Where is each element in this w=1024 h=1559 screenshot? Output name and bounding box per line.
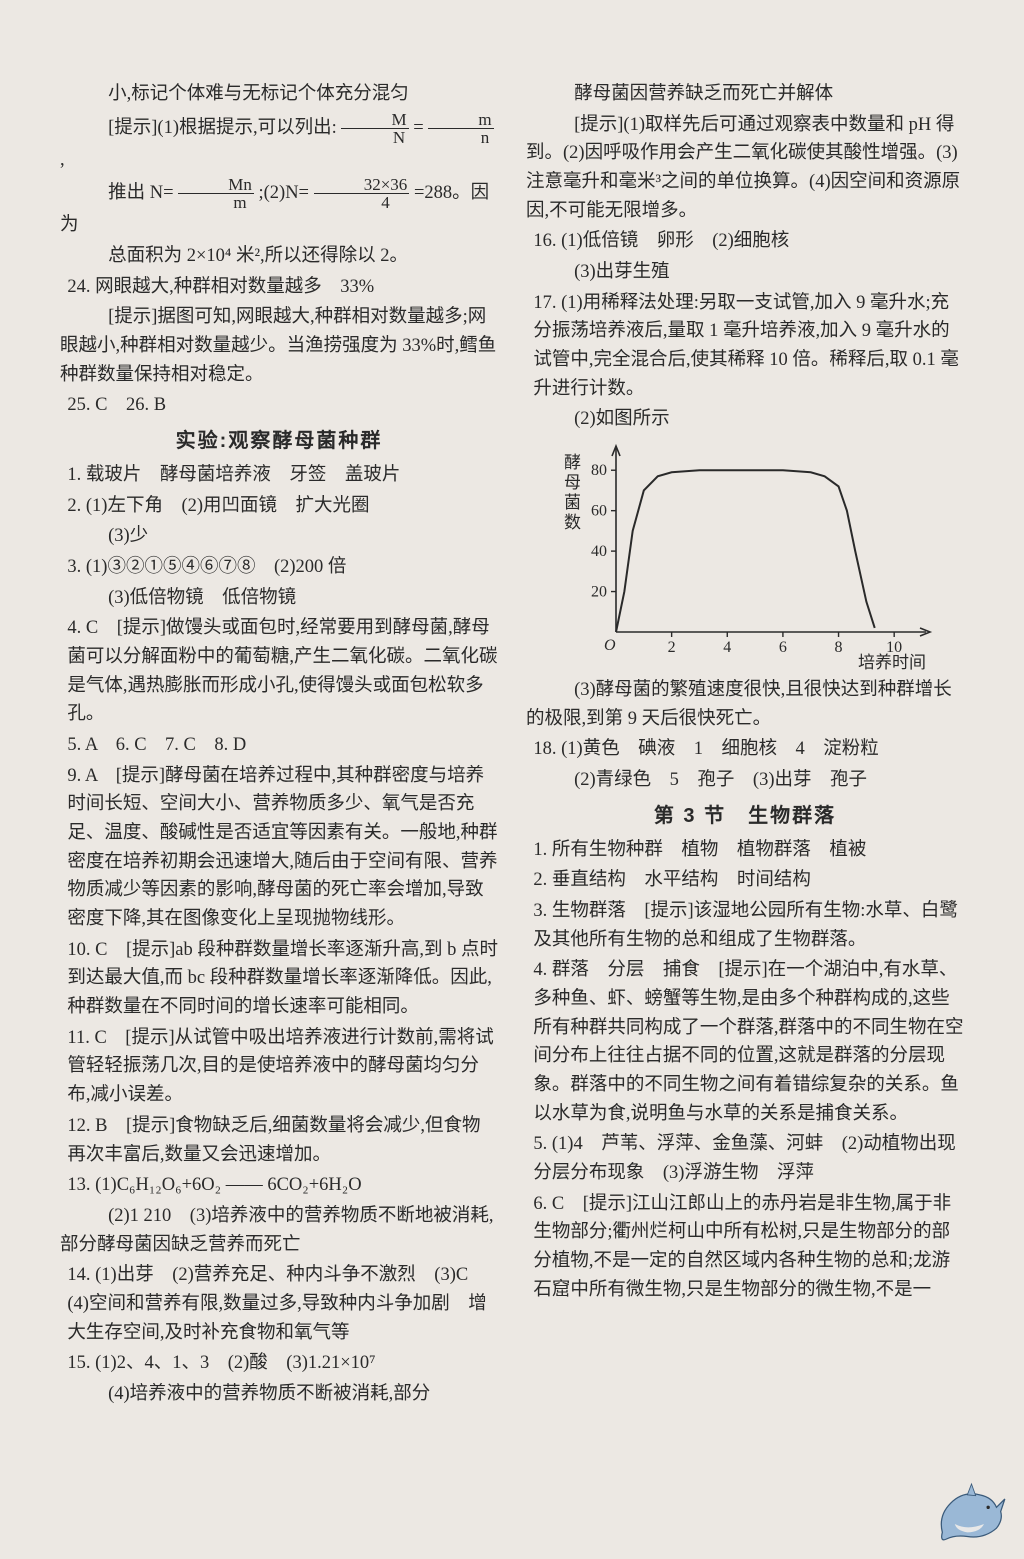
answer-item: 10. C [提示]ab 段种群数量增长率逐渐升高,到 b 点时到达最大值,而 … xyxy=(60,936,498,1022)
text-line: 推出 N= Mnm ;(2)N= 32×364 =288。因为 xyxy=(60,176,498,240)
answer-item: 16. (1)低倍镜 卵形 (2)细胞核 xyxy=(526,227,964,256)
text: ;(2)N= xyxy=(258,183,309,203)
text-line: [提示](1)根据提示,可以列出: MN = mn , xyxy=(60,111,498,175)
chart-svg: 20406080246810O酵母菌数培养时间 xyxy=(554,440,934,670)
svg-text:8: 8 xyxy=(835,639,843,656)
text: [提示](1)根据提示,可以列出: xyxy=(108,117,337,137)
answer-sub: (4)培养液中的营养物质不断被消耗,部分 xyxy=(60,1380,498,1409)
answer-item: 25. C 26. B xyxy=(60,391,498,420)
left-column: 小,标记个体难与无标记个体充分混匀 [提示](1)根据提示,可以列出: MN =… xyxy=(60,80,498,1499)
fraction: MN xyxy=(341,111,408,146)
answer-item: 5. A 6. C 7. C 8. D xyxy=(60,731,498,760)
answer-hint: [提示]据图可知,网眼越大,种群相对数量越多;网眼越小,种群相对数量越少。当渔捞… xyxy=(60,303,498,389)
answer-item: 4. C [提示]做馒头或面包时,经常要用到酵母菌,酵母菌可以分解面粉中的葡萄糖… xyxy=(60,614,498,729)
answer-sub: (3)酵母菌的繁殖速度很快,且很快达到种群增长的极限,到第 9 天后很快死亡。 xyxy=(526,676,964,733)
answer-item: 6. C [提示]江山江郎山上的赤丹岩是非生物,属于非生物部分;衢州烂柯山中所有… xyxy=(526,1190,964,1305)
answer-item: 3. (1)③②①⑤④⑥⑦⑧ (2)200 倍 xyxy=(60,553,498,582)
text-line: 酵母菌因营养缺乏而死亡并解体 xyxy=(526,80,964,109)
yeast-population-chart: 20406080246810O酵母菌数培养时间 xyxy=(554,440,934,670)
text-line: 小,标记个体难与无标记个体充分混匀 xyxy=(60,80,498,109)
answer-item: 9. A [提示]酵母菌在培养过程中,其种群密度与培养时间长短、空间大小、营养物… xyxy=(60,762,498,934)
section-heading: 实验:观察酵母菌种群 xyxy=(60,426,498,457)
svg-text:80: 80 xyxy=(591,462,607,479)
answer-item: 15. (1)2、4、1、3 (2)酸 (3)1.21×10⁷ xyxy=(60,1349,498,1378)
answer-sub: (3)少 xyxy=(60,522,498,551)
right-column: 酵母菌因营养缺乏而死亡并解体 [提示](1)取样先后可通过观察表中数量和 pH … xyxy=(526,80,964,1499)
fraction: mn xyxy=(428,111,493,146)
svg-text:4: 4 xyxy=(723,639,731,656)
svg-text:菌: 菌 xyxy=(564,493,581,512)
answer-item: 2. (1)左下角 (2)用凹面镜 扩大光圈 xyxy=(60,492,498,521)
text: , xyxy=(60,150,65,170)
answer-item: 13. (1)C₆H₁₂O₆+6O₂ —— 6CO₂+6H₂O xyxy=(60,1171,498,1200)
svg-text:酵: 酵 xyxy=(564,453,581,472)
svg-text:60: 60 xyxy=(591,503,607,520)
answer-item: 2. 垂直结构 水平结构 时间结构 xyxy=(526,866,964,895)
answer-item: 3. 生物群落 [提示]该湿地公园所有生物:水草、白鹭及其他所有生物的总和组成了… xyxy=(526,897,964,954)
answer-sub: (3)出芽生殖 xyxy=(526,258,964,287)
svg-text:母: 母 xyxy=(564,473,581,492)
section-heading: 第 3 节 生物群落 xyxy=(526,801,964,832)
fraction: 32×364 xyxy=(314,176,410,211)
answer-sub: (3)低倍物镜 低倍物镜 xyxy=(60,584,498,613)
answer-item: 1. 所有生物种群 植物 植物群落 植被 xyxy=(526,836,964,865)
text-line: 总面积为 2×10⁴ 米²,所以还得除以 2。 xyxy=(60,242,498,271)
svg-text:数: 数 xyxy=(564,513,581,532)
answer-item: 5. (1)4 芦苇、浮萍、金鱼藻、河蚌 (2)动植物出现分层分布现象 (3)浮… xyxy=(526,1130,964,1187)
answer-item: 12. B [提示]食物缺乏后,细菌数量将会减少,但食物再次丰富后,数量又会迅速… xyxy=(60,1112,498,1169)
answer-item: 11. C [提示]从试管中吸出培养液进行计数前,需将试管轻轻振荡几次,目的是使… xyxy=(60,1024,498,1110)
text-line: [提示](1)取样先后可通过观察表中数量和 pH 得到。(2)因呼吸作用会产生二… xyxy=(526,111,964,226)
answer-item: 4. 群落 分层 捕食 [提示]在一个湖泊中,有水草、多种鱼、虾、螃蟹等生物,是… xyxy=(526,956,964,1128)
page-content: 小,标记个体难与无标记个体充分混匀 [提示](1)根据提示,可以列出: MN =… xyxy=(60,80,964,1499)
answer-sub: (2)青绿色 5 孢子 (3)出芽 孢子 xyxy=(526,766,964,795)
svg-text:20: 20 xyxy=(591,584,607,601)
text: 推出 N= xyxy=(108,183,173,203)
answer-item: 18. (1)黄色 碘液 1 细胞核 4 淀粉粒 xyxy=(526,735,964,764)
answer-item: 17. (1)用稀释法处理:另取一支试管,加入 9 毫升水;充分振荡培养液后,量… xyxy=(526,289,964,404)
svg-text:培养时间: 培养时间 xyxy=(858,653,926,670)
svg-text:40: 40 xyxy=(591,543,607,560)
svg-text:2: 2 xyxy=(668,639,676,656)
answer-sub: (2)如图所示 xyxy=(526,405,964,434)
svg-text:6: 6 xyxy=(779,639,787,656)
text: = xyxy=(413,117,428,137)
answer-sub: (2)1 210 (3)培养液中的营养物质不断地被消耗,部分酵母菌因缺乏营养而死… xyxy=(60,1202,498,1259)
answer-item: 24. 网眼越大,种群相对数量越多 33% xyxy=(60,273,498,302)
answer-item: 1. 载玻片 酵母菌培养液 牙签 盖玻片 xyxy=(60,461,498,490)
dolphin-icon xyxy=(929,1474,1014,1549)
fraction: Mnm xyxy=(178,176,254,211)
answer-item: 14. (1)出芽 (2)营养充足、种内斗争不激烈 (3)C (4)空间和营养有… xyxy=(60,1261,498,1347)
svg-text:O: O xyxy=(604,637,616,654)
